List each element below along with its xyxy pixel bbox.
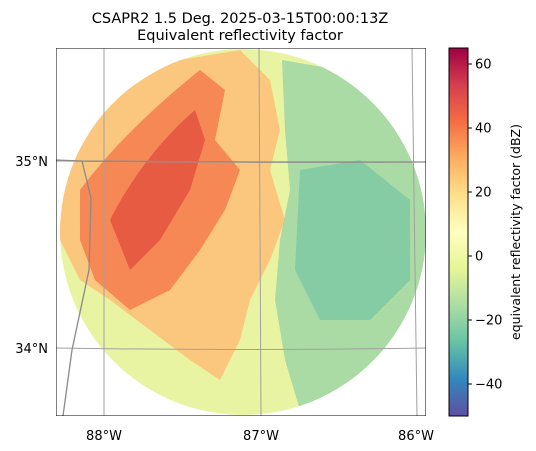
reflectivity-field: [60, 49, 426, 415]
chart-title-line1: CSAPR2 1.5 Deg. 2025-03-15T00:00:13Z: [92, 11, 389, 27]
colorbar-tick-label: −20: [475, 314, 502, 329]
x-tick-label-88w: 88°W: [86, 429, 122, 444]
clear-air-core: [295, 160, 410, 320]
colorbar-tick-label: 0: [475, 250, 483, 265]
state-boundaries: [56, 159, 426, 416]
colorbar-frame: [448, 47, 469, 417]
colorbar-tick-label: 20: [475, 186, 492, 201]
state-border-west: [62, 160, 92, 416]
x-tick-label-86w: 86°W: [398, 429, 434, 444]
y-tick-labels: 35°N 34°N: [15, 155, 48, 357]
colorbar: −40 −20 0 20 40 60 equivalent reflectivity fa…: [448, 47, 523, 417]
colorbar-label: equivalent reflectivity factor (dBZ): [508, 124, 523, 340]
colorbar-fill: [449, 48, 468, 416]
x-tick-labels: 88°W 87°W 86°W: [86, 429, 434, 444]
x-tick-label-87w: 87°W: [243, 429, 279, 444]
colorbar-tick-label: −40: [475, 378, 502, 393]
meridian-86w: [411, 48, 418, 416]
parallel-34n: [56, 347, 426, 350]
y-tick-label-35n: 35°N: [15, 155, 48, 170]
state-border-north: [56, 159, 426, 163]
y-tick-label-34n: 34°N: [15, 342, 48, 357]
meridian-87w: [258, 48, 262, 416]
colorbar-tick-label: 60: [475, 58, 492, 73]
storm-core-inner: [110, 110, 205, 270]
plot-area: [56, 48, 426, 416]
colorbar-tick-label: 40: [475, 122, 492, 137]
colorbar-ticks: −40 −20 0 20 40 60: [468, 58, 502, 393]
chart-title-line2: Equivalent reflectivity factor: [137, 28, 343, 44]
